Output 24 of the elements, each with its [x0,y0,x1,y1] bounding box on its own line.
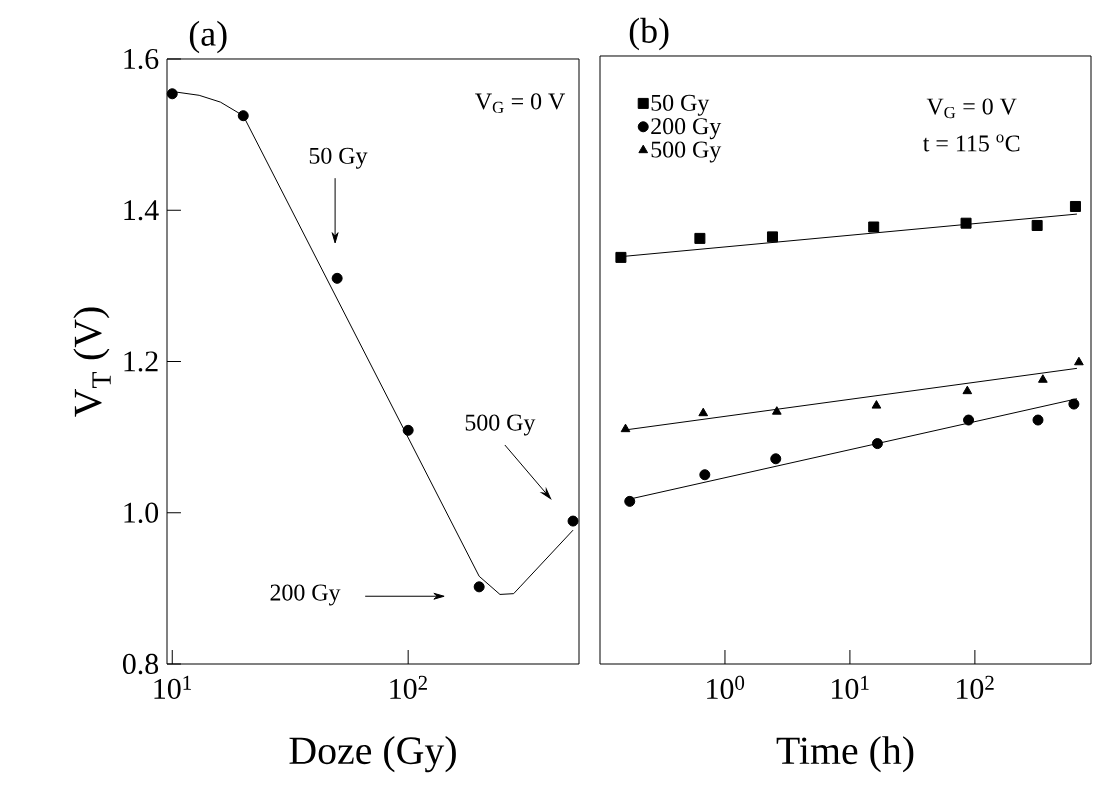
x-axis-title: Time (h) [776,736,914,773]
x-axis-title: Doze (Gy) [289,736,456,773]
annotation: t = 115 $^{o}$C [923,134,1020,152]
x-tick-label: 10$^{0}$ [707,675,745,700]
x-tick-label: 10$^{2}$ [957,675,994,699]
y-tick-label: 0.8 [122,653,159,675]
annotation: V$_{G}$ = 0 V [926,98,1017,119]
annotation: 200 Gy [270,584,341,606]
y-tick-label: 1.2 [124,351,158,372]
legend-label: 500 Gy [651,141,722,163]
chart-title: (a) [189,20,227,54]
annotation: V$_{G}$ = 0 V [475,93,566,114]
annotation: 50 Gy [309,147,368,169]
x-tick-label: 10$^{1}$ [832,675,869,699]
y-tick-label: 1.0 [124,502,159,523]
x-tick-label: 10$^{1}$ [154,675,191,699]
y-tick-label: 1.4 [124,200,159,221]
annotation: 500 Gy [465,414,536,436]
legend-label: 200 Gy [651,118,722,140]
y-tick-label: 1.6 [124,48,159,70]
chart-title: (b) [629,17,669,51]
x-tick-label: 10$^{2}$ [390,675,427,699]
legend-label: 50 Gy [651,94,710,116]
y-axis-title: V$_{T}$ (V) [73,307,111,417]
